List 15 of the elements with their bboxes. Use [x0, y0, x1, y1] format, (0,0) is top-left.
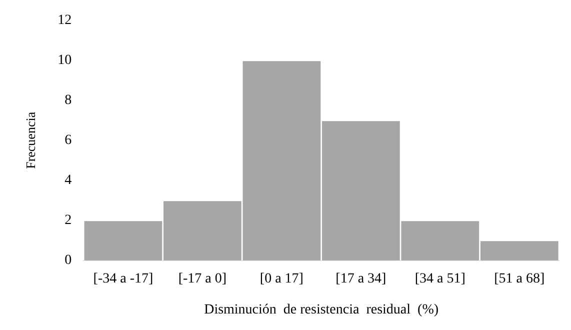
x-tick-label: [-17 a 0]	[178, 271, 227, 286]
y-tick-label: 6	[64, 133, 72, 148]
y-tick-label: 8	[64, 93, 72, 108]
x-tick-label: [17 a 34]	[336, 271, 386, 286]
x-tick-label: [0 a 17]	[260, 271, 304, 286]
y-axis-title: Frecuencia	[23, 112, 38, 169]
y-tick-label: 0	[64, 253, 72, 268]
y-tick-label: 12	[58, 13, 72, 28]
x-tick-label: [51 a 68]	[494, 271, 545, 286]
x-tick-label: [34 a 51]	[414, 271, 466, 286]
x-axis-title: Disminución de resistencia residual (%)	[204, 302, 439, 318]
y-tick-label: 2	[64, 213, 72, 228]
x-tick-label: [-34 a -17]	[93, 271, 154, 286]
y-tick-label: 10	[58, 53, 72, 68]
y-tick-label: 4	[64, 173, 72, 188]
